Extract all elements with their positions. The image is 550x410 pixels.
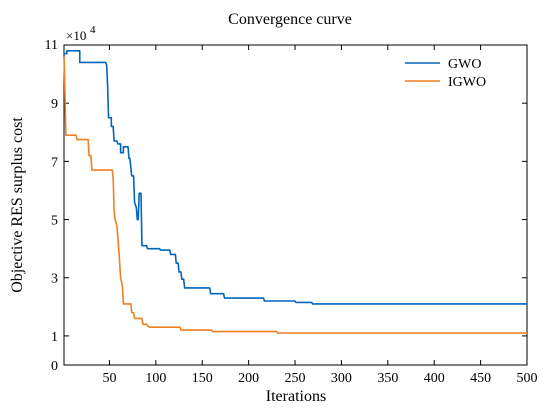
legend-label-igwo: IGWO (448, 75, 486, 90)
x-tick-label: 100 (145, 371, 166, 386)
x-tick-label: 150 (192, 371, 213, 386)
y-tick-label: 11 (45, 38, 58, 53)
legend-label-gwo: GWO (448, 57, 481, 72)
y-tick-label: 9 (51, 97, 58, 112)
y-axis-label: Objective RES surplus cost (9, 117, 26, 293)
x-tick-label: 250 (285, 371, 306, 386)
x-tick-label: 400 (424, 371, 445, 386)
x-tick-label: 500 (517, 371, 538, 386)
x-tick-label: 50 (102, 371, 116, 386)
x-tick-label: 350 (377, 371, 398, 386)
y-tick-label: 7 (51, 155, 58, 170)
plot-area-frame (63, 44, 528, 366)
y-scale-exponent: 4 (90, 24, 96, 36)
x-tick-label: 300 (331, 371, 352, 386)
axis-ticks: 50 100 150 200 250 300 350 400 450 500 0 1 3 5 7 9 11 (45, 38, 538, 386)
x-axis-label: Iterations (266, 388, 326, 405)
legend: GWO IGWO (405, 57, 486, 90)
series-line-igwo (63, 56, 527, 334)
y-tick-label: 5 (51, 214, 58, 229)
y-scale-base: ×10 (66, 28, 86, 43)
y-tick-label: 1 (51, 330, 58, 345)
series-line-gwo (64, 50, 527, 305)
x-tick-label: 450 (470, 371, 491, 386)
y-tick-label: 0 (51, 359, 58, 374)
x-tick-label: 200 (238, 371, 259, 386)
y-tick-label: 3 (51, 272, 58, 287)
series-layer (63, 50, 527, 334)
chart-title: Convergence curve (228, 11, 352, 28)
